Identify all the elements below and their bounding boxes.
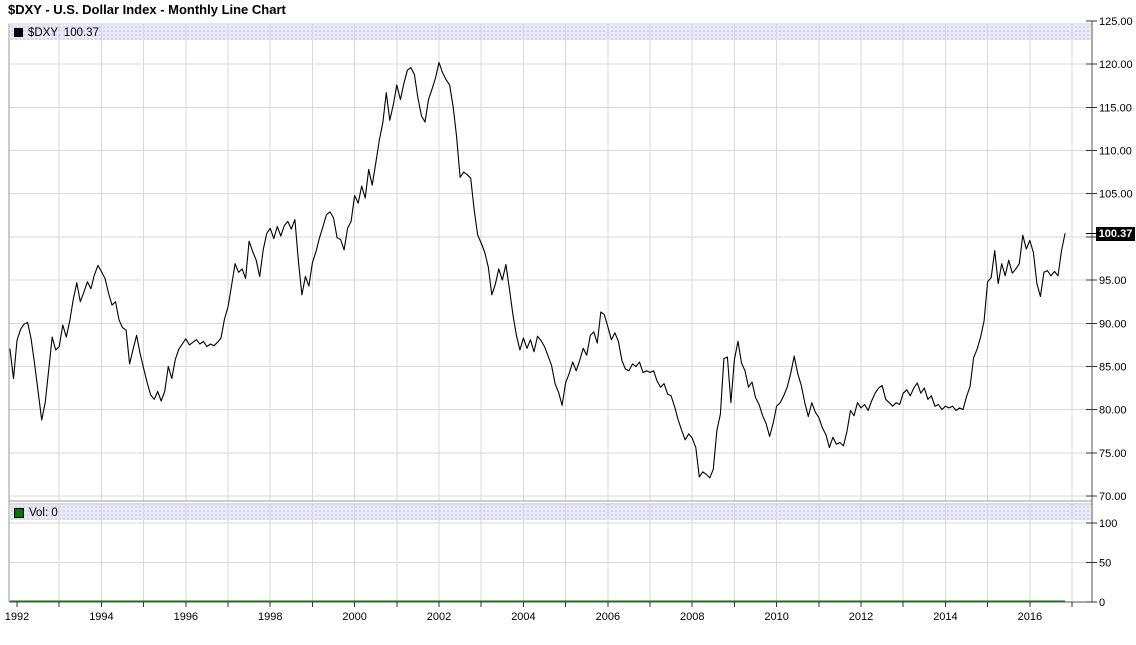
price-axis-tick-label: 75.00 [1099, 448, 1127, 460]
price-legend-label: $DXY: 100.37 [28, 26, 99, 39]
volume-series-swatch-icon [14, 507, 24, 518]
volume-axis-tick-label: 50 [1099, 558, 1111, 570]
volume-axis-tick-label: 0 [1099, 597, 1105, 609]
volume-legend-bar: Vol: 0 [10, 505, 1091, 520]
x-axis-year-label: 2004 [511, 611, 535, 623]
x-axis-year-label: 2006 [596, 611, 620, 623]
x-axis-year-label: 2000 [342, 611, 366, 623]
price-axis-tick-label: 90.00 [1099, 318, 1127, 330]
x-axis-year-label: 1996 [174, 611, 198, 623]
x-axis-year-label: 2012 [849, 611, 873, 623]
price-legend-bar: $DXY: 100.37 [10, 25, 1091, 40]
price-axis-tick-label: 125.00 [1099, 16, 1133, 28]
chart-title: $DXY - U.S. Dollar Index - Monthly Line … [8, 2, 286, 17]
price-axis-tick-label: 80.00 [1099, 405, 1127, 417]
price-axis-tick-label: 95.00 [1099, 275, 1127, 287]
dxy-price-line [9, 61, 1066, 479]
dxy-series-swatch-icon [14, 28, 23, 37]
volume-legend-label: Vol: 0 [29, 506, 58, 519]
x-axis-year-label: 1998 [258, 611, 282, 623]
price-axis-tick-label: 105.00 [1099, 189, 1133, 201]
price-axis-tick-label: 70.00 [1099, 491, 1127, 503]
x-axis-year-label: 2002 [427, 611, 451, 623]
x-axis-year-label: 1992 [5, 611, 29, 623]
price-axis-tick-label: 115.00 [1099, 102, 1132, 114]
price-axis-tick-label: 85.00 [1099, 361, 1127, 373]
x-axis-year-label: 2010 [764, 611, 788, 623]
x-axis-year-label: 2014 [933, 611, 957, 623]
x-axis-year-label: 1994 [89, 611, 113, 623]
price-axis-tick-label: 120.00 [1099, 59, 1133, 71]
volume-axis-tick-label: 100 [1099, 518, 1117, 530]
x-axis-year-label: 2016 [1018, 611, 1042, 623]
x-axis-year-label: 2008 [680, 611, 704, 623]
last-price-box: 100.37 [1096, 227, 1135, 241]
price-axis-tick-label: 110.00 [1099, 146, 1132, 158]
